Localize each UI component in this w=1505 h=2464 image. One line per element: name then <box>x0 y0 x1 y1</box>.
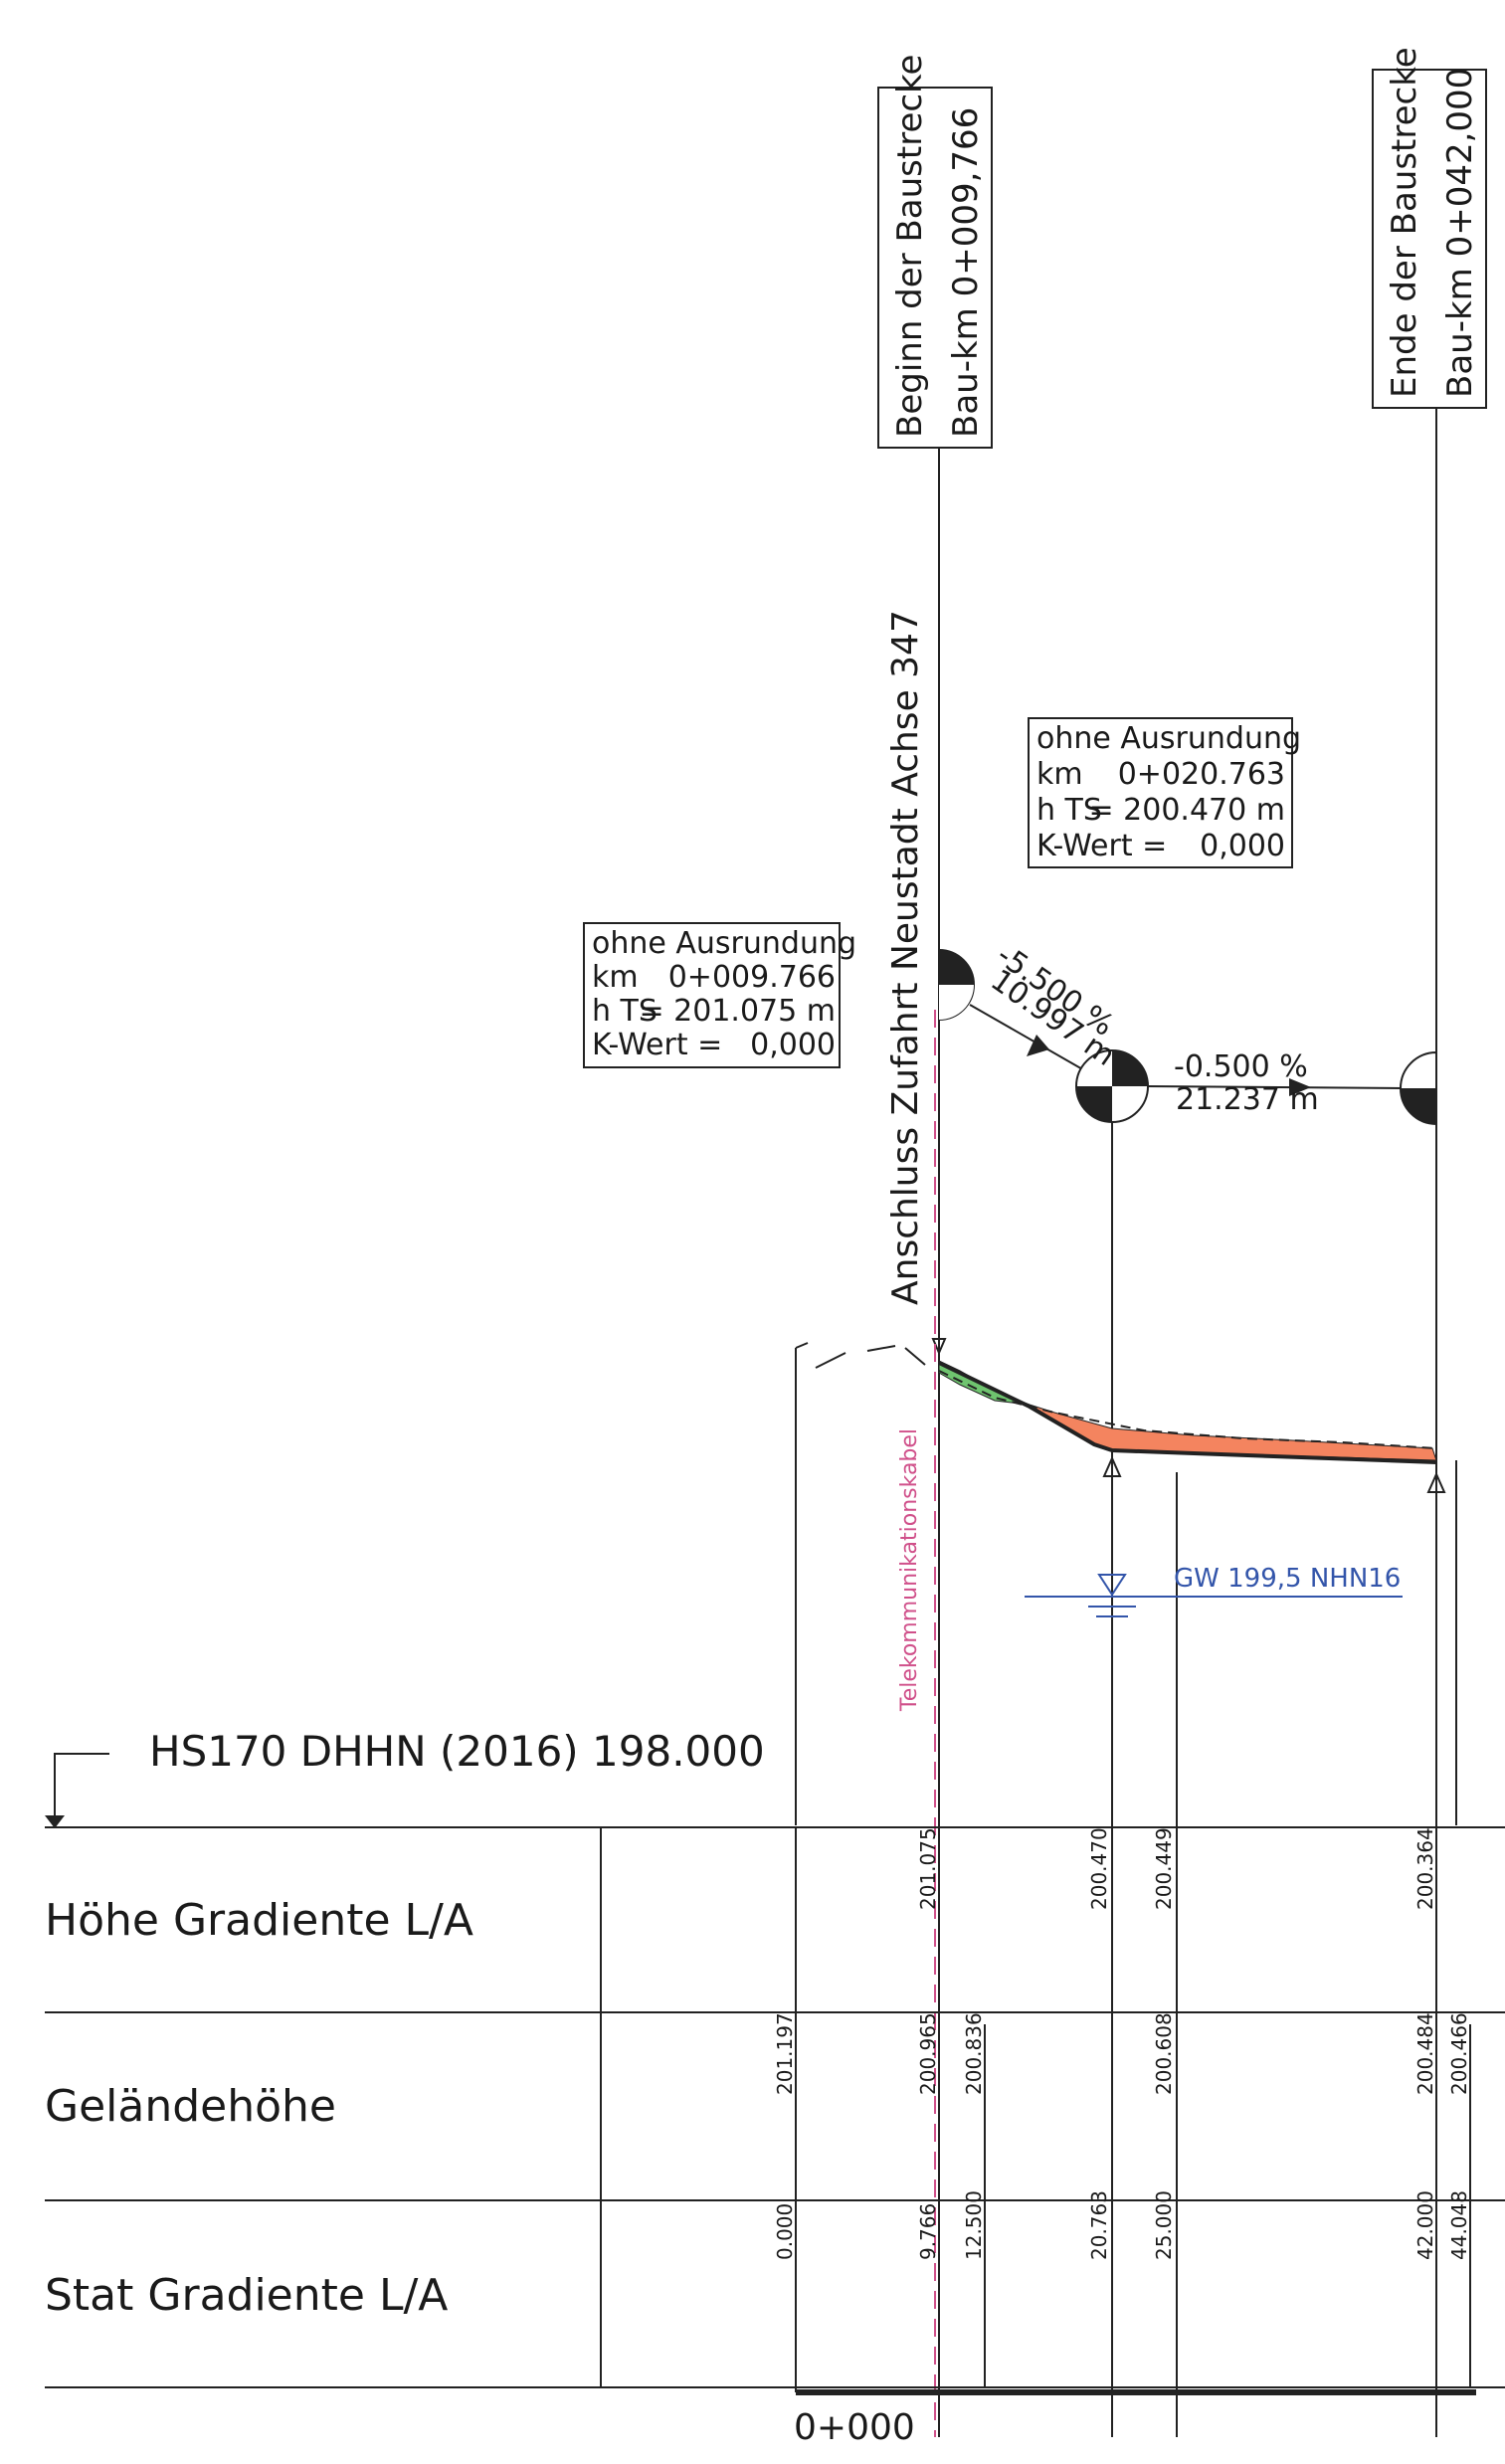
hoehe-value: 200.364 <box>1413 1827 1437 1910</box>
vertex-box-1: ohne Ausrundung km 0+009.766 h TS = 201.… <box>583 922 856 1068</box>
gelaende-value: 201.197 <box>773 2012 797 2095</box>
begin-marker-box <box>877 87 993 449</box>
vertex-box-2-k-value: 0,000 <box>1200 829 1285 863</box>
tri-end-bottom <box>1426 1471 1446 1493</box>
connection-label: Anschluss Zufahrt Neustadt Achse 347 <box>885 610 926 1305</box>
vertex-box-1-k-value: 0,000 <box>750 1028 836 1062</box>
begin-marker-line2: Bau-km 0+009,766 <box>946 107 986 438</box>
vertex-box-2-frame <box>1028 717 1293 868</box>
vertex-box-1-k-label: K-Wert = <box>592 1028 722 1062</box>
grade-line-2 <box>1145 1085 1404 1089</box>
gelaende-value: 200.484 <box>1413 2012 1437 2095</box>
vertex-box-1-km-value: 0+009.766 <box>668 960 836 995</box>
row-label-stat: Stat Gradiente L/A <box>45 2270 448 2321</box>
gelaende-value: 200.466 <box>1447 2012 1471 2095</box>
row-label-hoehe: Höhe Gradiente L/A <box>45 1895 473 1946</box>
terrain-line <box>938 1370 1437 1449</box>
stat-value: 42.000 <box>1413 2190 1437 2260</box>
grade-2-percent: -0.500 % <box>1174 1049 1308 1084</box>
vertex-box-2: ohne Ausrundung km 0+020.763 h TS = 200.… <box>1028 717 1301 868</box>
datum-reference: HS170 DHHN (2016) 198.000 <box>45 1727 765 1828</box>
hoehe-value: 200.449 <box>1152 1827 1176 1910</box>
stat-value: 20.763 <box>1087 2190 1111 2260</box>
begin-marker-line1: Beginn der Baustrecke <box>890 55 930 438</box>
vertex-box-2-h-value: = 200.470 m <box>1089 793 1286 828</box>
end-marker: Ende der Baustrecke Bau-km 0+042,000 <box>1372 47 1487 409</box>
stat-value: 25.000 <box>1152 2190 1176 2260</box>
vertex-symbol-end <box>1400 1050 1437 1126</box>
datum-label: HS170 DHHN (2016) 198.000 <box>149 1727 765 1776</box>
gelaende-value: 200.836 <box>962 2012 986 2095</box>
stat-value: 44.048 <box>1447 2190 1471 2260</box>
vertex-box-1-h-label: h TS <box>592 994 658 1029</box>
grade-arrow-2 <box>1289 1078 1311 1096</box>
stat-value: 12.500 <box>962 2190 986 2260</box>
terrain-left-2 <box>815 1352 847 1369</box>
end-marker-line2: Bau-km 0+042,000 <box>1440 68 1480 398</box>
groundwater-triangle <box>1097 1574 1127 1597</box>
grade-2-length: 21.237 m <box>1176 1082 1319 1117</box>
cable-label: Telekommunikationskabel <box>897 1428 922 1712</box>
gelaende-value: 200.965 <box>916 2012 940 2095</box>
hoehe-value: 201.075 <box>916 1827 940 1910</box>
vertex-box-1-title: ohne Ausrundung <box>592 926 856 961</box>
vertex-box-2-km-label: km <box>1036 757 1083 792</box>
groundwater: GW 199,5 NHN16 <box>1025 1564 1403 1617</box>
vertex-box-2-title: ohne Ausrundung <box>1036 721 1301 756</box>
vertex-symbol-middle <box>1075 1049 1149 1123</box>
fill-orange <box>1029 1404 1437 1461</box>
end-marker-box <box>1372 69 1487 409</box>
terrain-left-1 <box>795 1342 809 1349</box>
begin-marker: Beginn der Baustrecke Bau-km 0+009,766 <box>877 55 993 449</box>
vertex-box-2-k-label: K-Wert = <box>1036 829 1167 863</box>
vertex-symbol-begin <box>938 948 975 1022</box>
vertex-box-1-frame <box>583 922 841 1068</box>
vertex-box-1-h-value: = 201.075 m <box>640 994 837 1029</box>
row-label-gelaende: Geländehöhe <box>45 2081 336 2132</box>
stat-value: 9.766 <box>916 2203 940 2260</box>
terrain-left-4 <box>904 1347 926 1366</box>
terrain-left-3 <box>866 1345 896 1352</box>
hoehe-value: 200.470 <box>1087 1827 1111 1910</box>
stat-value: 0.000 <box>773 2203 797 2260</box>
vertex-box-2-h-label: h TS <box>1036 793 1102 828</box>
vertex-box-1-km-label: km <box>592 960 639 995</box>
vertex-box-2-km-value: 0+020.763 <box>1118 757 1285 792</box>
gradient-line <box>938 1361 1437 1464</box>
start-station-label: 0+000 <box>794 2407 915 2448</box>
end-marker-line1: Ende der Baustrecke <box>1385 47 1424 398</box>
gelaende-value: 200.608 <box>1152 2012 1176 2095</box>
groundwater-label: GW 199,5 NHN16 <box>1174 1564 1401 1594</box>
grade-arrow-1 <box>1027 1035 1049 1056</box>
tri-vertex-bottom <box>1102 1455 1122 1477</box>
